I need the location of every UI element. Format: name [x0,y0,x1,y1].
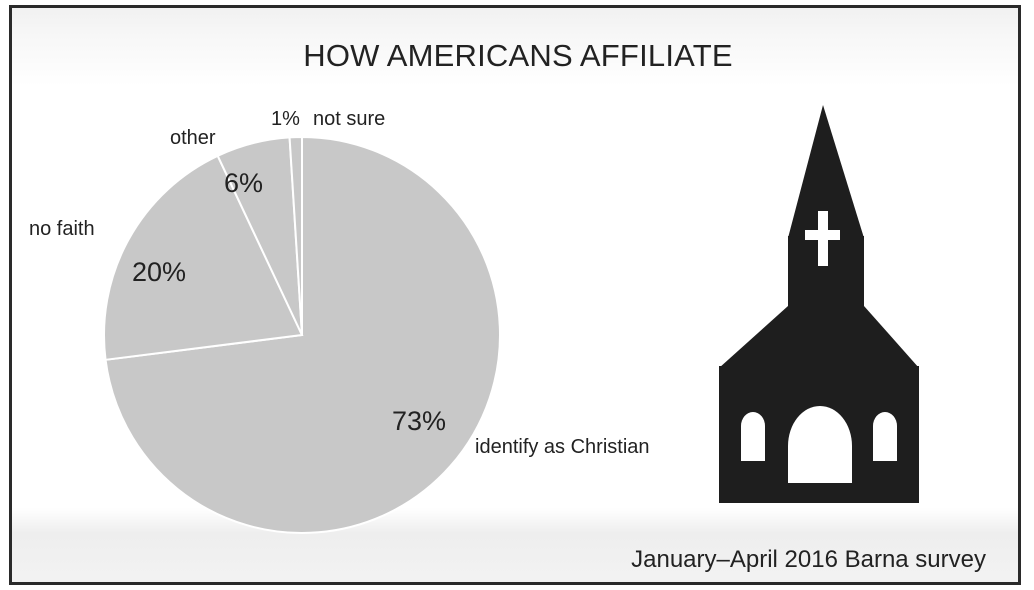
slice-value-label-christian: 73% [392,406,446,436]
church-icon [719,105,919,503]
slice-category-label-christian: identify as Christian [475,436,650,458]
slice-category-label-not-sure: not sure [313,108,385,130]
pie-slice-no-faith [103,154,304,361]
pie-slice-not-sure [288,135,303,336]
slice-value-label-no-faith: 20% [132,257,186,287]
pie-chart [103,135,501,534]
chart-frame: HOW AMERICANS AFFILIATE 73% identify as … [9,5,1021,585]
source-note: January–April 2016 Barna survey [631,546,986,573]
slice-value-label-other: 6% [224,168,263,198]
slice-category-label-other: other [170,127,216,149]
chart-title: HOW AMERICANS AFFILIATE [303,38,733,73]
slice-category-label-no-faith: no faith [29,218,95,240]
slice-value-label-not-sure: 1% [271,108,300,130]
chart-canvas: 73% identify as Christian 20% no faith 6… [29,105,919,534]
